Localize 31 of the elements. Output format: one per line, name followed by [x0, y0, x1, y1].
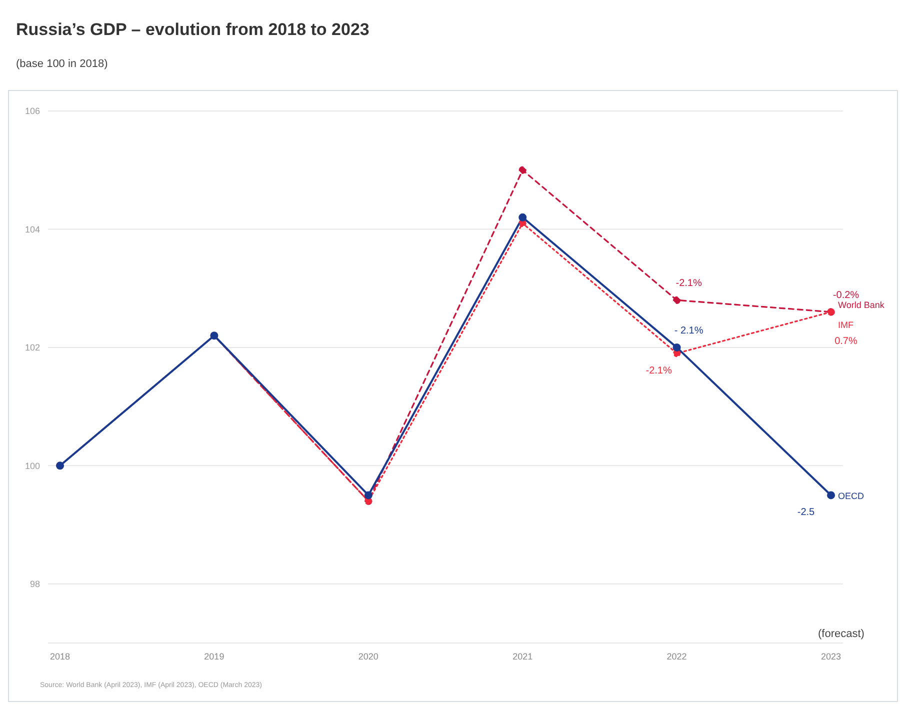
point: [518, 220, 526, 228]
y-tick-label: 100: [24, 460, 40, 471]
x-tick-label: 2021: [512, 651, 533, 662]
annotation: -2.1%: [646, 365, 672, 376]
x-tick-label: 2023: [820, 651, 842, 662]
series-label: World Bank: [838, 300, 885, 310]
point: [673, 296, 681, 304]
x-tick-label: 2018: [50, 651, 70, 662]
point: [672, 343, 681, 352]
point: [364, 491, 372, 500]
annotation: - 2.1%: [674, 325, 704, 336]
annotation: (forecast): [818, 628, 864, 640]
annotation: -2.5: [797, 507, 816, 518]
point: [827, 491, 835, 500]
annotation: -0.2%: [832, 290, 860, 301]
chart-subtitle: (base 100 in 2018): [16, 58, 108, 70]
chart-title: Russia’s GDP – evolution from 2018 to 2023: [16, 20, 370, 40]
x-tick-label: 2022: [666, 651, 687, 662]
y-tick-label: 102: [24, 342, 40, 353]
y-tick-label: 106: [24, 106, 40, 116]
y-tick-label: 98: [30, 579, 40, 590]
annotation: 0.7%: [834, 336, 858, 347]
series-label: IMF: [838, 320, 854, 330]
y-tick-label: 104: [24, 224, 40, 234]
x-tick-label: 2019: [204, 651, 224, 662]
x-tick-label: 2020: [358, 651, 378, 662]
series-label: OECD: [838, 491, 865, 502]
point: [673, 350, 681, 358]
point: [518, 166, 526, 174]
point: [518, 213, 527, 222]
annotation: -2.1%: [676, 278, 702, 290]
